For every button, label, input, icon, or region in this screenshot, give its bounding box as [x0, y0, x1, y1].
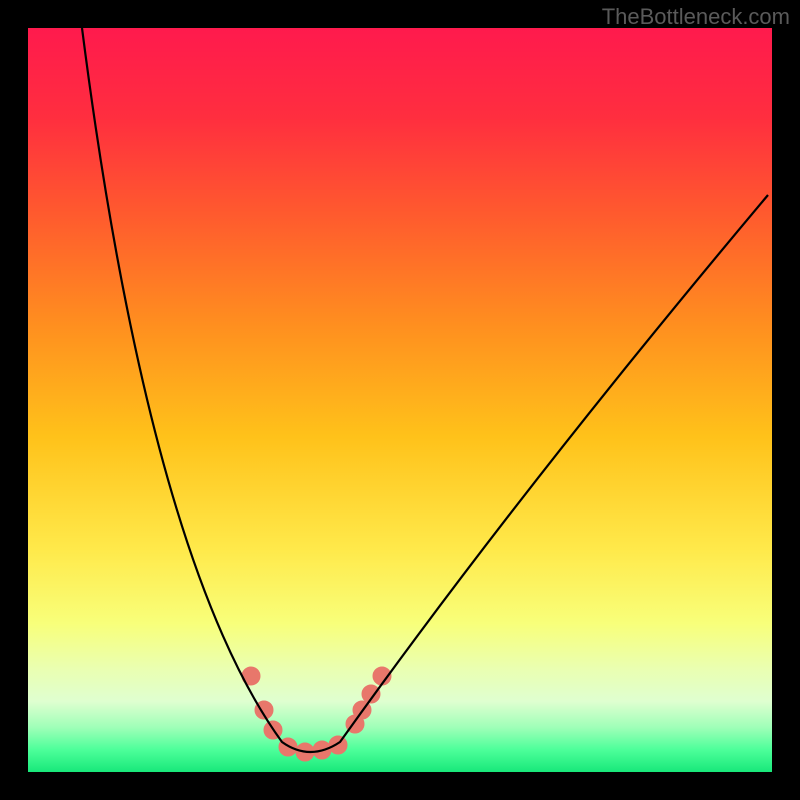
chart-svg [0, 0, 800, 800]
chart-frame: TheBottleneck.com [0, 0, 800, 800]
watermark-text: TheBottleneck.com [602, 4, 790, 30]
data-marker [329, 736, 347, 754]
chart-canvas [0, 0, 800, 800]
